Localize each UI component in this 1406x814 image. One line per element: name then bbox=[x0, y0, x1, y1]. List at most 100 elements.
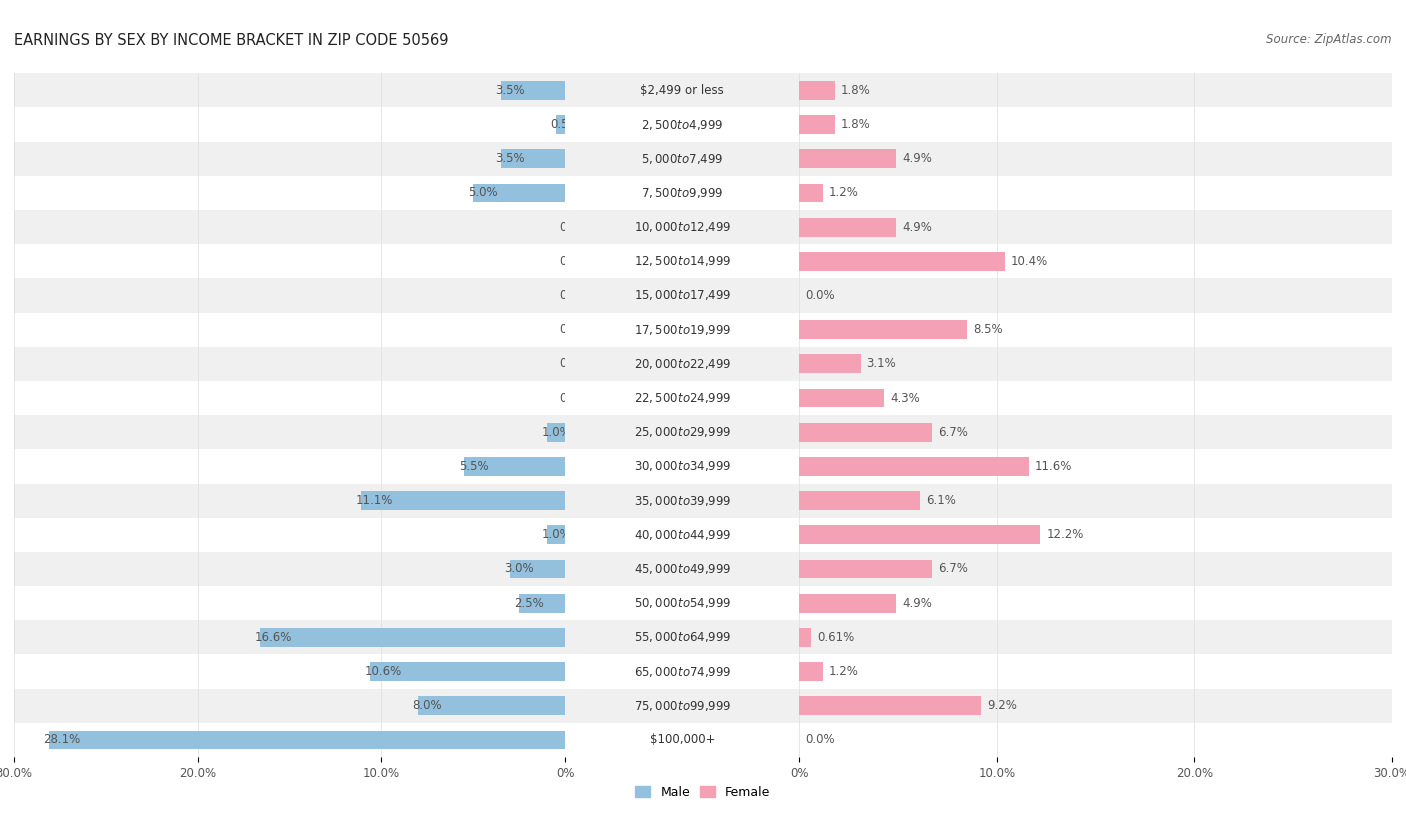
Text: 1.0%: 1.0% bbox=[541, 528, 571, 541]
Bar bbox=[501, 149, 565, 168]
Text: $45,000 to $49,999: $45,000 to $49,999 bbox=[634, 562, 731, 576]
Bar bbox=[565, 484, 800, 518]
Text: 3.5%: 3.5% bbox=[495, 84, 524, 97]
Text: 11.6%: 11.6% bbox=[1035, 460, 1071, 473]
Bar bbox=[14, 552, 565, 586]
Text: 1.0%: 1.0% bbox=[541, 426, 571, 439]
Bar bbox=[565, 689, 800, 723]
Text: 11.1%: 11.1% bbox=[356, 494, 394, 507]
Bar bbox=[565, 449, 800, 484]
Bar bbox=[14, 689, 565, 723]
Bar bbox=[565, 244, 800, 278]
Bar bbox=[800, 457, 1029, 476]
Bar bbox=[800, 552, 1392, 586]
Text: 0.0%: 0.0% bbox=[560, 392, 589, 405]
Bar bbox=[14, 654, 565, 689]
Bar bbox=[565, 654, 800, 689]
Bar bbox=[800, 278, 1392, 313]
Bar bbox=[565, 381, 800, 415]
Bar bbox=[800, 422, 932, 442]
Bar bbox=[14, 176, 565, 210]
Bar bbox=[800, 252, 1005, 271]
Text: 3.5%: 3.5% bbox=[495, 152, 524, 165]
Text: 1.2%: 1.2% bbox=[830, 186, 859, 199]
Bar bbox=[800, 313, 1392, 347]
Text: $40,000 to $44,999: $40,000 to $44,999 bbox=[634, 527, 731, 542]
Bar bbox=[800, 210, 1392, 244]
Text: $15,000 to $17,499: $15,000 to $17,499 bbox=[634, 288, 731, 303]
Text: 5.5%: 5.5% bbox=[458, 460, 488, 473]
Bar bbox=[14, 449, 565, 484]
Bar bbox=[14, 723, 565, 757]
Bar bbox=[501, 81, 565, 100]
Text: 6.7%: 6.7% bbox=[938, 426, 967, 439]
Bar bbox=[14, 73, 565, 107]
Bar bbox=[418, 696, 565, 716]
Text: $100,000+: $100,000+ bbox=[650, 733, 716, 746]
Text: $2,500 to $4,999: $2,500 to $4,999 bbox=[641, 117, 724, 132]
Bar bbox=[800, 415, 1392, 449]
Text: 4.3%: 4.3% bbox=[890, 392, 920, 405]
Text: 8.5%: 8.5% bbox=[973, 323, 1002, 336]
Bar bbox=[361, 491, 565, 510]
Bar bbox=[800, 525, 1040, 545]
Text: 1.2%: 1.2% bbox=[830, 665, 859, 678]
Bar bbox=[14, 278, 565, 313]
Bar bbox=[565, 518, 800, 552]
Bar bbox=[14, 142, 565, 176]
Bar bbox=[565, 586, 800, 620]
Text: 0.0%: 0.0% bbox=[560, 221, 589, 234]
Bar bbox=[14, 347, 565, 381]
Text: 2.5%: 2.5% bbox=[513, 597, 544, 610]
Bar bbox=[565, 552, 800, 586]
Text: $10,000 to $12,499: $10,000 to $12,499 bbox=[634, 220, 731, 234]
Bar bbox=[800, 176, 1392, 210]
Bar bbox=[800, 723, 1392, 757]
Bar bbox=[800, 662, 823, 681]
Bar bbox=[260, 628, 565, 647]
Bar bbox=[565, 210, 800, 244]
Bar bbox=[800, 449, 1392, 484]
Bar bbox=[14, 586, 565, 620]
Text: $50,000 to $54,999: $50,000 to $54,999 bbox=[634, 596, 731, 610]
Bar bbox=[800, 354, 860, 374]
Text: 0.0%: 0.0% bbox=[560, 255, 589, 268]
Text: $22,500 to $24,999: $22,500 to $24,999 bbox=[634, 391, 731, 405]
Text: 0.0%: 0.0% bbox=[806, 289, 835, 302]
Text: 12.2%: 12.2% bbox=[1046, 528, 1084, 541]
Bar bbox=[800, 696, 981, 716]
Text: $12,500 to $14,999: $12,500 to $14,999 bbox=[634, 254, 731, 269]
Bar bbox=[14, 244, 565, 278]
Bar bbox=[800, 491, 920, 510]
Text: 10.6%: 10.6% bbox=[366, 665, 402, 678]
Bar bbox=[800, 347, 1392, 381]
Text: $30,000 to $34,999: $30,000 to $34,999 bbox=[634, 459, 731, 474]
Bar bbox=[49, 730, 565, 750]
Text: 0.0%: 0.0% bbox=[560, 357, 589, 370]
Bar bbox=[800, 388, 884, 408]
Text: $17,500 to $19,999: $17,500 to $19,999 bbox=[634, 322, 731, 337]
Bar bbox=[565, 415, 800, 449]
Text: 0.0%: 0.0% bbox=[560, 289, 589, 302]
Bar bbox=[800, 620, 1392, 654]
Text: $55,000 to $64,999: $55,000 to $64,999 bbox=[634, 630, 731, 645]
Text: 6.1%: 6.1% bbox=[925, 494, 956, 507]
Bar bbox=[14, 210, 565, 244]
Bar bbox=[510, 559, 565, 579]
Text: 4.9%: 4.9% bbox=[903, 221, 932, 234]
Text: 16.6%: 16.6% bbox=[254, 631, 292, 644]
Text: 6.7%: 6.7% bbox=[938, 562, 967, 575]
Text: $20,000 to $22,499: $20,000 to $22,499 bbox=[634, 357, 731, 371]
Bar bbox=[800, 81, 835, 100]
Bar bbox=[800, 689, 1392, 723]
Text: $75,000 to $99,999: $75,000 to $99,999 bbox=[634, 698, 731, 713]
Text: 4.9%: 4.9% bbox=[903, 597, 932, 610]
Bar bbox=[800, 628, 811, 647]
Bar bbox=[565, 278, 800, 313]
Text: $2,499 or less: $2,499 or less bbox=[641, 84, 724, 97]
Bar bbox=[474, 183, 565, 203]
Bar bbox=[14, 518, 565, 552]
Text: 3.1%: 3.1% bbox=[866, 357, 897, 370]
Text: 10.4%: 10.4% bbox=[1011, 255, 1047, 268]
Bar bbox=[800, 73, 1392, 107]
